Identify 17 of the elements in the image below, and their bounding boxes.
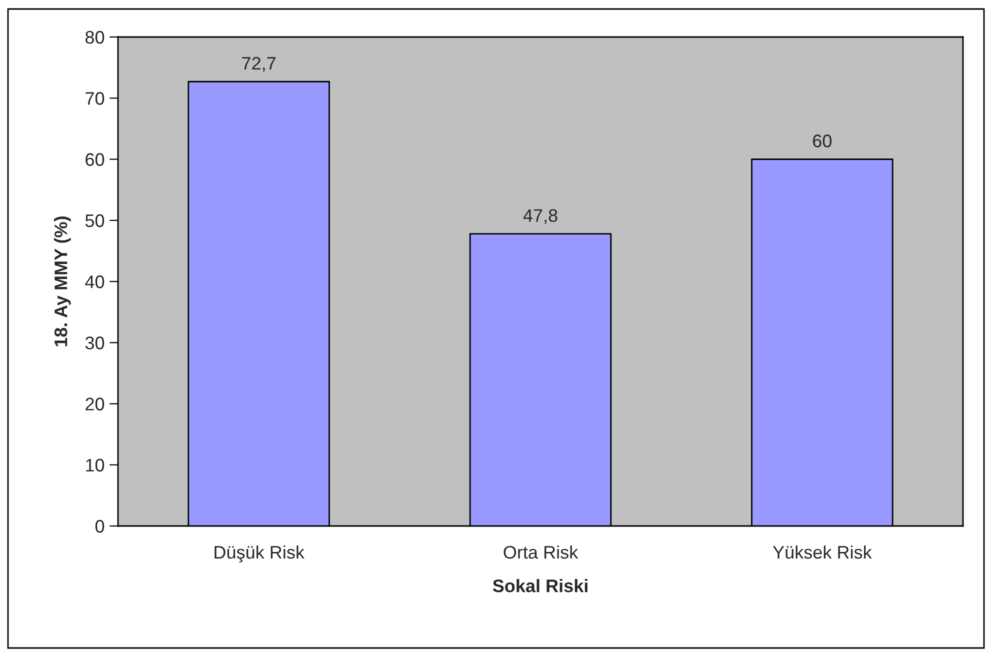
y-tick-label: 60 bbox=[86, 153, 104, 166]
y-tick-label: 20 bbox=[86, 398, 104, 410]
y-tick-label: 50 bbox=[85, 214, 104, 228]
y-tick-label: 0 bbox=[95, 520, 104, 533]
data-label: 72,7 bbox=[242, 56, 276, 72]
x-tick-label: Yüksek Risk bbox=[772, 545, 872, 559]
data-label: 47,8 bbox=[523, 209, 558, 224]
y-tick-label: 80 bbox=[86, 30, 104, 44]
x-axis-title: Sokal Riski bbox=[492, 579, 588, 592]
y-tick-label: 70 bbox=[86, 92, 104, 105]
data-label: 60 bbox=[813, 134, 832, 148]
y-axis-title: 18. Ay MMY (%) bbox=[54, 216, 71, 346]
x-tick-label: Düşük Risk bbox=[214, 545, 305, 562]
y-tick-label: 40 bbox=[85, 275, 104, 288]
y-tick-label: 10 bbox=[86, 458, 104, 472]
x-tick-label: Orta Risk bbox=[504, 545, 578, 559]
y-tick-label: 30 bbox=[85, 336, 104, 350]
